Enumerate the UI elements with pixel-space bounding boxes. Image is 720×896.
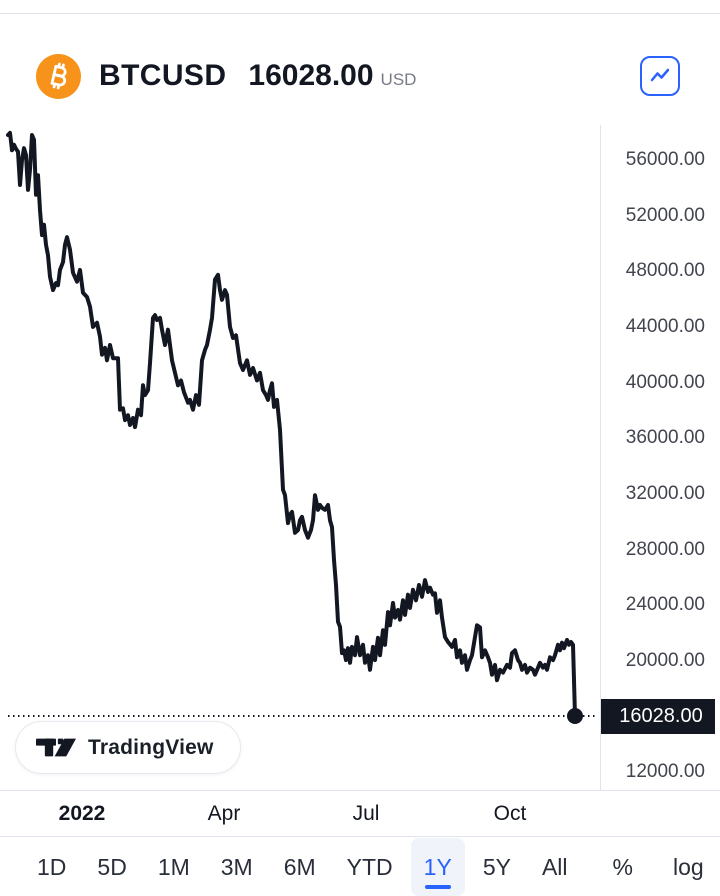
header: BTCUSD 16028.00 USD <box>0 13 720 125</box>
range-tab-5d[interactable]: 5D <box>84 838 139 896</box>
range-tab-1y[interactable]: 1Y <box>410 838 465 896</box>
x-axis-label: Apr <box>207 801 241 825</box>
range-tab-1m[interactable]: 1M <box>145 838 203 896</box>
range-toolbar: 1D 5D 1M 3M 6M YTD 1Y 5Y All% log <box>0 838 720 896</box>
x-axis-label: Oct <box>493 801 527 825</box>
y-axis-label: 44000.00 <box>625 315 705 337</box>
tradingview-attribution[interactable]: TradingView <box>15 721 241 774</box>
time-scale: 2022 Apr Jul Oct <box>0 790 720 837</box>
percent-scale-button[interactable]: % <box>600 838 646 896</box>
chart-line-icon <box>648 64 672 88</box>
range-tab-1d[interactable]: 1D <box>24 838 79 896</box>
range-tab-6m[interactable]: 6M <box>271 838 329 896</box>
range-tab-ytd[interactable]: YTD <box>334 838 406 896</box>
widget-top-border <box>0 13 720 14</box>
range-tab-3m[interactable]: 3M <box>208 838 266 896</box>
y-axis-label: 12000.00 <box>625 761 705 782</box>
y-axis-label: 28000.00 <box>625 538 705 560</box>
symbol-name: BTCUSD <box>99 59 227 92</box>
currency-label: USD <box>380 70 417 89</box>
range-tab-all[interactable]: All <box>529 838 581 896</box>
current-price-tag: 16028.00 <box>601 698 715 734</box>
x-axis-label: 2022 <box>58 801 106 825</box>
bitcoin-icon <box>36 53 81 99</box>
last-price-dot <box>567 708 583 724</box>
y-axis-label: 36000.00 <box>625 427 705 449</box>
y-axis-label: 52000.00 <box>625 204 705 226</box>
range-tab-5y[interactable]: 5Y <box>470 838 524 896</box>
y-axis-label: 56000.00 <box>625 149 705 170</box>
price-line <box>6 130 577 718</box>
chart-style-button[interactable] <box>640 56 680 96</box>
log-scale-button[interactable]: log <box>660 838 717 896</box>
tradingview-label: TradingView <box>88 735 214 759</box>
tradingview-logo-icon <box>36 738 76 757</box>
price-scale: 16028.00 56000.00 52000.00 48000.00 44000.0… <box>600 125 720 790</box>
y-axis-label: 48000.00 <box>625 260 705 282</box>
y-axis-label: 40000.00 <box>625 371 705 393</box>
price-line-chart <box>6 130 598 724</box>
y-axis-label: 32000.00 <box>625 482 705 504</box>
y-axis-label: 20000.00 <box>625 649 705 671</box>
x-axis-label: Jul <box>352 801 380 825</box>
y-axis-label: 24000.00 <box>625 594 705 616</box>
price-value: 16028.00 <box>248 59 374 92</box>
price-chart: 16028.00 56000.00 52000.00 48000.00 44000.0… <box>0 125 720 790</box>
